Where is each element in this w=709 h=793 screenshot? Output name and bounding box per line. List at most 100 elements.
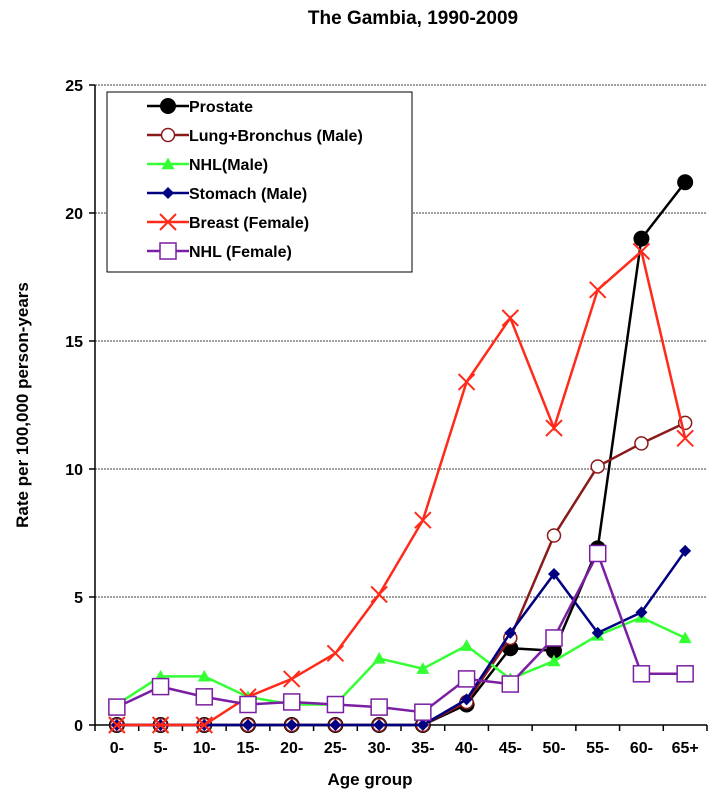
data-point-3-10	[548, 567, 560, 580]
x-tick-label-3: 15-	[236, 740, 259, 757]
x-tick-label-6: 30-	[368, 740, 391, 757]
legend: Prostate Lung+Bronchus (Male) NHL(Male) Sto…	[106, 91, 413, 273]
data-point-2-13	[678, 631, 692, 644]
legend-marker-3	[162, 187, 174, 199]
legend-label-4: Breast (Female)	[189, 215, 309, 232]
series-group	[108, 174, 694, 734]
chart-title: The Gambia, 1990-2009	[308, 8, 518, 29]
legend-entry-5: NHL (Female)	[147, 242, 292, 261]
y-tick-label-0: 0	[74, 718, 83, 735]
data-point-1-12	[634, 436, 649, 451]
x-stroke	[457, 373, 476, 391]
data-point-5-5	[326, 695, 345, 714]
data-point-3-3	[242, 719, 254, 731]
data-point-4-2	[195, 716, 213, 734]
x-stroke	[108, 716, 126, 734]
x-stroke	[151, 716, 170, 734]
data-point-2-6	[372, 651, 386, 664]
x-tick-label-9: 45-	[499, 740, 522, 757]
x-stroke	[501, 309, 519, 327]
x-stroke	[195, 716, 213, 734]
x-tick-label-1: 5-	[153, 740, 167, 757]
legend-box	[106, 91, 413, 273]
data-point-4-9	[501, 309, 519, 327]
x-stroke	[632, 242, 651, 261]
data-point-4-7	[414, 511, 432, 529]
data-point-4-13	[676, 429, 694, 447]
data-point-4-6	[370, 585, 388, 604]
series-line-3	[116, 550, 687, 727]
series-5	[108, 544, 694, 721]
legend-marker-5	[159, 242, 177, 260]
y-tick-label-5: 5	[74, 590, 83, 607]
data-point-4-1	[151, 716, 170, 734]
data-point-3-6	[373, 719, 386, 731]
data-point-3-8	[460, 693, 473, 706]
data-point-5-9	[501, 675, 520, 693]
series-line-2	[116, 616, 686, 706]
x-stroke	[414, 511, 432, 529]
x-stroke	[159, 213, 177, 231]
x-tick-label-0: 0-	[110, 740, 124, 757]
legend-entry-1: Lung+Bronchus (Male)	[147, 127, 363, 145]
data-point-4-10	[545, 419, 563, 437]
legend-label-0: Prostate	[189, 99, 253, 116]
legend-label-5: NHL (Female)	[189, 244, 292, 261]
x-stroke	[326, 644, 345, 663]
x-tick-label-4: 20-	[280, 740, 303, 757]
data-point-1-11	[590, 459, 605, 474]
x-tick-labels: 0- 5- 10- 15- 20- 25- 30- 35- 40- 45- 50- 55- 60- 65+	[110, 740, 699, 757]
x-stroke	[589, 281, 607, 299]
x-tick-label-12: 60-	[630, 740, 653, 757]
data-point-2-2	[197, 669, 211, 682]
data-point-3-13	[679, 544, 692, 557]
data-point-5-6	[370, 698, 388, 716]
legend-entry-4: Breast (Female)	[147, 213, 309, 232]
legend-marker-1	[160, 127, 176, 143]
x-tick-label-10: 50-	[542, 740, 565, 757]
y-tick-label-20: 20	[65, 206, 83, 223]
legend-entry-0: Prostate	[147, 98, 253, 116]
data-point-5-1	[151, 677, 170, 696]
legend-label-1: Lung+Bronchus (Male)	[189, 128, 363, 145]
x-stroke	[676, 429, 694, 447]
series-3	[110, 544, 692, 731]
series-line-4	[116, 249, 687, 727]
data-point-3-12	[635, 606, 648, 619]
data-point-0-12	[633, 230, 650, 247]
x-tick-label-8: 40-	[455, 740, 478, 757]
legend-marker-4	[159, 213, 177, 231]
data-point-5-11	[588, 544, 607, 563]
data-point-5-12	[632, 665, 651, 683]
data-point-0-13	[677, 174, 694, 191]
data-point-4-8	[457, 373, 476, 391]
y-tick-label-15: 15	[65, 334, 83, 351]
data-point-5-7	[414, 703, 432, 721]
data-point-5-2	[195, 688, 214, 706]
y-tick-labels: 0 5 10 15 20 25	[65, 78, 83, 735]
data-point-3-9	[504, 626, 517, 639]
data-point-4-5	[326, 644, 345, 663]
data-point-1-10	[546, 528, 562, 543]
x-stroke	[283, 670, 301, 688]
x-tick-label-7: 35-	[411, 740, 434, 757]
data-point-4-0	[108, 716, 126, 734]
data-point-4-11	[589, 281, 607, 299]
x-tick-label-2: 10-	[193, 740, 216, 757]
data-point-2-8	[460, 639, 474, 651]
data-point-2-10	[547, 654, 561, 667]
legend-marker-0	[160, 98, 176, 114]
data-point-3-7	[416, 719, 429, 731]
data-point-5-8	[457, 670, 476, 688]
legend-entry-2: NHL(Male)	[147, 157, 268, 174]
data-point-4-12	[632, 242, 651, 261]
legend-marker-2	[161, 157, 175, 170]
data-point-3-11	[591, 626, 604, 639]
data-point-3-5	[329, 719, 342, 731]
legend-label-2: NHL(Male)	[189, 157, 268, 174]
legend-label-3: Stomach (Male)	[189, 186, 307, 203]
legend-entry-3: Stomach (Male)	[147, 186, 307, 203]
data-point-5-13	[676, 665, 694, 683]
data-point-4-4	[283, 670, 301, 688]
